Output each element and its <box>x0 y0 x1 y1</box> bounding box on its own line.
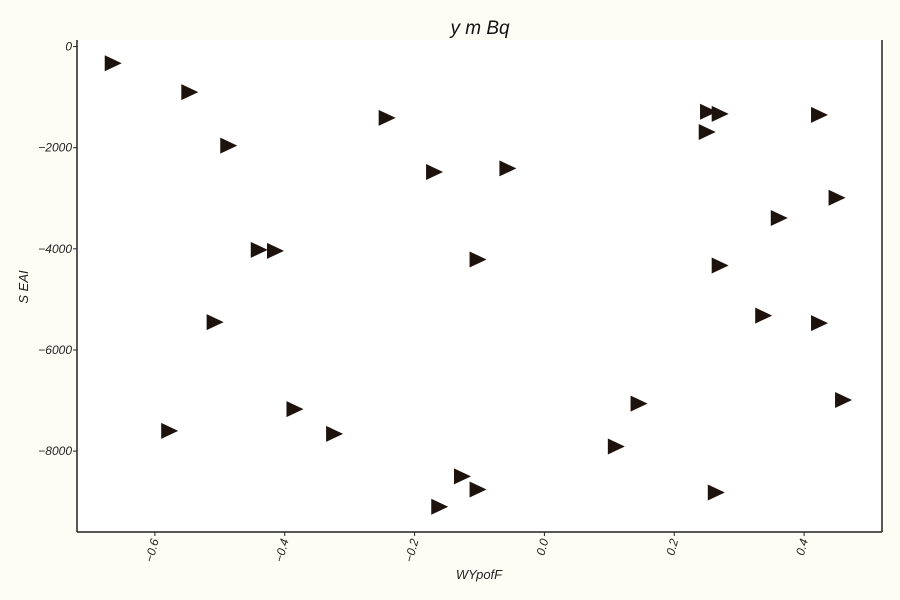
x-tick-label: −0.6 <box>142 537 162 564</box>
data-point <box>161 422 179 439</box>
data-point <box>707 484 725 501</box>
data-point <box>181 84 199 101</box>
y-tick-label: 0 <box>65 40 72 54</box>
data-point <box>630 395 648 412</box>
data-point <box>267 242 285 259</box>
data-points <box>104 55 853 515</box>
y-tick-label: −8000 <box>38 444 72 458</box>
data-point <box>770 209 788 226</box>
data-point <box>755 307 773 324</box>
data-point <box>811 315 829 332</box>
data-point <box>698 124 716 141</box>
data-point <box>607 438 625 455</box>
data-point <box>104 55 122 72</box>
data-point <box>469 251 487 268</box>
x-axis-ticks: −0.6 −0.4 −0.2 0.0 0.2 0.4 <box>142 532 811 564</box>
data-point <box>206 314 224 331</box>
data-point <box>378 109 396 126</box>
data-point <box>811 106 829 123</box>
data-point <box>499 160 517 177</box>
x-tick-label: −0.4 <box>272 537 292 564</box>
data-point <box>220 137 238 154</box>
data-point <box>426 163 444 180</box>
y-tick-label: −4000 <box>38 242 72 256</box>
y-axis-ticks: 0 −2000 −4000 −6000 −8000 <box>38 40 77 458</box>
x-tick-label: 0.2 <box>663 537 681 557</box>
data-point <box>835 392 853 409</box>
y-tick-label: −6000 <box>38 343 72 357</box>
y-axis-title: S EAI <box>16 270 31 304</box>
y-tick-label: −2000 <box>38 141 72 155</box>
data-point <box>700 103 718 120</box>
x-tick-label: −0.2 <box>402 537 422 564</box>
data-point <box>828 189 846 206</box>
data-point <box>286 401 304 418</box>
data-point <box>431 498 449 515</box>
x-tick-label: 0.4 <box>793 537 811 557</box>
data-point <box>453 468 471 485</box>
data-point <box>250 241 268 258</box>
data-point <box>469 481 487 498</box>
data-point <box>326 425 344 442</box>
data-point <box>711 105 729 122</box>
data-point <box>711 257 729 274</box>
plot-background <box>77 40 882 532</box>
chart-title: y m Bq <box>448 18 510 39</box>
x-tick-label: 0.0 <box>533 537 551 557</box>
x-axis-title: WYpofF <box>456 567 503 582</box>
